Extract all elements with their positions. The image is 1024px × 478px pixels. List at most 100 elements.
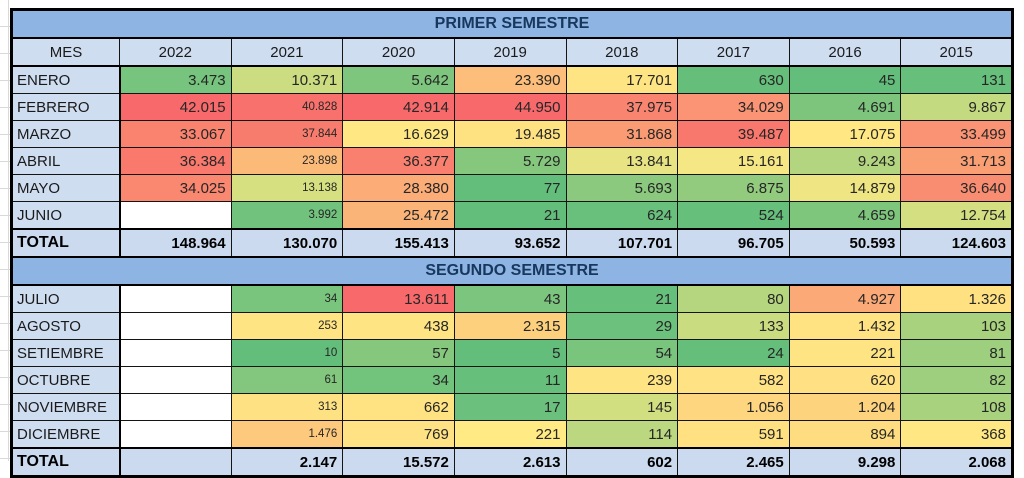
cell-agosto-2022[interactable] — [119, 312, 232, 340]
segundo-total-2021[interactable]: 2.147 — [230, 447, 344, 478]
cell-junio-2020[interactable]: 25.472 — [342, 201, 455, 230]
cell-noviembre-2021[interactable]: 313 — [230, 393, 344, 421]
cell-marzo-2022[interactable]: 33.067 — [119, 120, 232, 148]
cell-agosto-2019[interactable]: 2.315 — [453, 312, 567, 340]
cell-febrero-2021[interactable]: 40.828 — [230, 93, 344, 121]
cell-diciembre-2016[interactable]: 894 — [788, 420, 902, 449]
cell-agosto-2021[interactable]: 253 — [230, 312, 344, 340]
cell-noviembre-2020[interactable]: 662 — [342, 393, 455, 421]
row-label-diciembre[interactable]: DICIEMBRE — [11, 420, 121, 449]
cell-mayo-2017[interactable]: 6.875 — [677, 174, 790, 202]
cell-junio-2015[interactable]: 12.754 — [900, 201, 1013, 230]
cell-marzo-2017[interactable]: 39.487 — [677, 120, 790, 148]
cell-febrero-2019[interactable]: 44.950 — [453, 93, 567, 121]
cell-marzo-2015[interactable]: 33.499 — [900, 120, 1013, 148]
segundo-total-2015[interactable]: 2.068 — [900, 447, 1013, 478]
cell-junio-2018[interactable]: 624 — [565, 201, 679, 230]
cell-junio-2019[interactable]: 21 — [453, 201, 567, 230]
cell-setiembre-2016[interactable]: 221 — [788, 339, 902, 367]
cell-diciembre-2017[interactable]: 591 — [677, 420, 790, 449]
col-header-2022[interactable]: 2022 — [119, 37, 232, 67]
cell-mayo-2019[interactable]: 77 — [453, 174, 567, 202]
primer-total-2016[interactable]: 50.593 — [788, 228, 902, 258]
cell-enero-2015[interactable]: 131 — [900, 65, 1013, 94]
cell-agosto-2017[interactable]: 133 — [677, 312, 790, 340]
row-label-noviembre[interactable]: NOVIEMBRE — [11, 393, 121, 421]
cell-setiembre-2018[interactable]: 54 — [565, 339, 679, 367]
cell-febrero-2017[interactable]: 34.029 — [677, 93, 790, 121]
cell-mayo-2016[interactable]: 14.879 — [788, 174, 902, 202]
cell-noviembre-2022[interactable] — [119, 393, 232, 421]
cell-mayo-2022[interactable]: 34.025 — [119, 174, 232, 202]
cell-julio-2016[interactable]: 4.927 — [788, 284, 902, 313]
cell-enero-2022[interactable]: 3.473 — [119, 65, 232, 94]
primer-total-2015[interactable]: 124.603 — [900, 228, 1013, 258]
cell-setiembre-2020[interactable]: 57 — [342, 339, 455, 367]
cell-julio-2022[interactable] — [119, 284, 232, 313]
cell-febrero-2015[interactable]: 9.867 — [900, 93, 1013, 121]
cell-enero-2020[interactable]: 5.642 — [342, 65, 455, 94]
cell-abril-2015[interactable]: 31.713 — [900, 147, 1013, 175]
col-header-2017[interactable]: 2017 — [677, 37, 790, 67]
row-label-setiembre[interactable]: SETIEMBRE — [11, 339, 121, 367]
cell-diciembre-2015[interactable]: 368 — [900, 420, 1013, 449]
cell-marzo-2016[interactable]: 17.075 — [788, 120, 902, 148]
cell-diciembre-2020[interactable]: 769 — [342, 420, 455, 449]
primer-total-label[interactable]: TOTAL — [11, 228, 121, 258]
cell-mayo-2020[interactable]: 28.380 — [342, 174, 455, 202]
cell-diciembre-2022[interactable] — [119, 420, 232, 449]
col-header-2015[interactable]: 2015 — [900, 37, 1013, 67]
primer-total-2021[interactable]: 130.070 — [230, 228, 344, 258]
cell-enero-2019[interactable]: 23.390 — [453, 65, 567, 94]
row-label-mayo[interactable]: MAYO — [11, 174, 121, 202]
cell-diciembre-2021[interactable]: 1.476 — [230, 420, 344, 449]
cell-junio-2022[interactable] — [119, 201, 232, 230]
cell-junio-2021[interactable]: 3.992 — [230, 201, 344, 230]
segundo-total-2020[interactable]: 15.572 — [342, 447, 455, 478]
cell-mayo-2021[interactable]: 13.138 — [230, 174, 344, 202]
cell-febrero-2022[interactable]: 42.015 — [119, 93, 232, 121]
cell-febrero-2020[interactable]: 42.914 — [342, 93, 455, 121]
cell-diciembre-2019[interactable]: 221 — [453, 420, 567, 449]
cell-julio-2015[interactable]: 1.326 — [900, 284, 1013, 313]
row-label-marzo[interactable]: MARZO — [11, 120, 121, 148]
primer-total-2017[interactable]: 96.705 — [677, 228, 790, 258]
segundo-total-2016[interactable]: 9.298 — [788, 447, 902, 478]
cell-abril-2021[interactable]: 23.898 — [230, 147, 344, 175]
cell-octubre-2018[interactable]: 239 — [565, 366, 679, 394]
cell-abril-2016[interactable]: 9.243 — [788, 147, 902, 175]
primer-total-2020[interactable]: 155.413 — [342, 228, 455, 258]
segundo-total-2017[interactable]: 2.465 — [677, 447, 790, 478]
cell-enero-2021[interactable]: 10.371 — [230, 65, 344, 94]
row-label-febrero[interactable]: FEBRERO — [11, 93, 121, 121]
cell-noviembre-2019[interactable]: 17 — [453, 393, 567, 421]
primer-semestre-band[interactable]: PRIMER SEMESTRE — [11, 8, 1013, 39]
cell-enero-2017[interactable]: 630 — [677, 65, 790, 94]
row-label-enero[interactable]: ENERO — [11, 65, 121, 94]
col-header-2020[interactable]: 2020 — [342, 37, 455, 67]
row-label-agosto[interactable]: AGOSTO — [11, 312, 121, 340]
col-header-2018[interactable]: 2018 — [565, 37, 679, 67]
cell-enero-2018[interactable]: 17.701 — [565, 65, 679, 94]
cell-noviembre-2017[interactable]: 1.056 — [677, 393, 790, 421]
row-label-abril[interactable]: ABRIL — [11, 147, 121, 175]
cell-abril-2022[interactable]: 36.384 — [119, 147, 232, 175]
cell-octubre-2017[interactable]: 582 — [677, 366, 790, 394]
cell-abril-2020[interactable]: 36.377 — [342, 147, 455, 175]
cell-setiembre-2017[interactable]: 24 — [677, 339, 790, 367]
cell-julio-2019[interactable]: 43 — [453, 284, 567, 313]
cell-octubre-2019[interactable]: 11 — [453, 366, 567, 394]
row-label-julio[interactable]: JULIO — [11, 284, 121, 313]
segundo-total-2022[interactable] — [119, 447, 232, 478]
cell-marzo-2020[interactable]: 16.629 — [342, 120, 455, 148]
cell-mayo-2018[interactable]: 5.693 — [565, 174, 679, 202]
cell-agosto-2015[interactable]: 103 — [900, 312, 1013, 340]
cell-abril-2019[interactable]: 5.729 — [453, 147, 567, 175]
cell-febrero-2016[interactable]: 4.691 — [788, 93, 902, 121]
cell-noviembre-2018[interactable]: 145 — [565, 393, 679, 421]
cell-octubre-2015[interactable]: 82 — [900, 366, 1013, 394]
primer-total-2022[interactable]: 148.964 — [119, 228, 232, 258]
col-header-2021[interactable]: 2021 — [230, 37, 344, 67]
segundo-total-2018[interactable]: 602 — [565, 447, 679, 478]
cell-junio-2017[interactable]: 524 — [677, 201, 790, 230]
